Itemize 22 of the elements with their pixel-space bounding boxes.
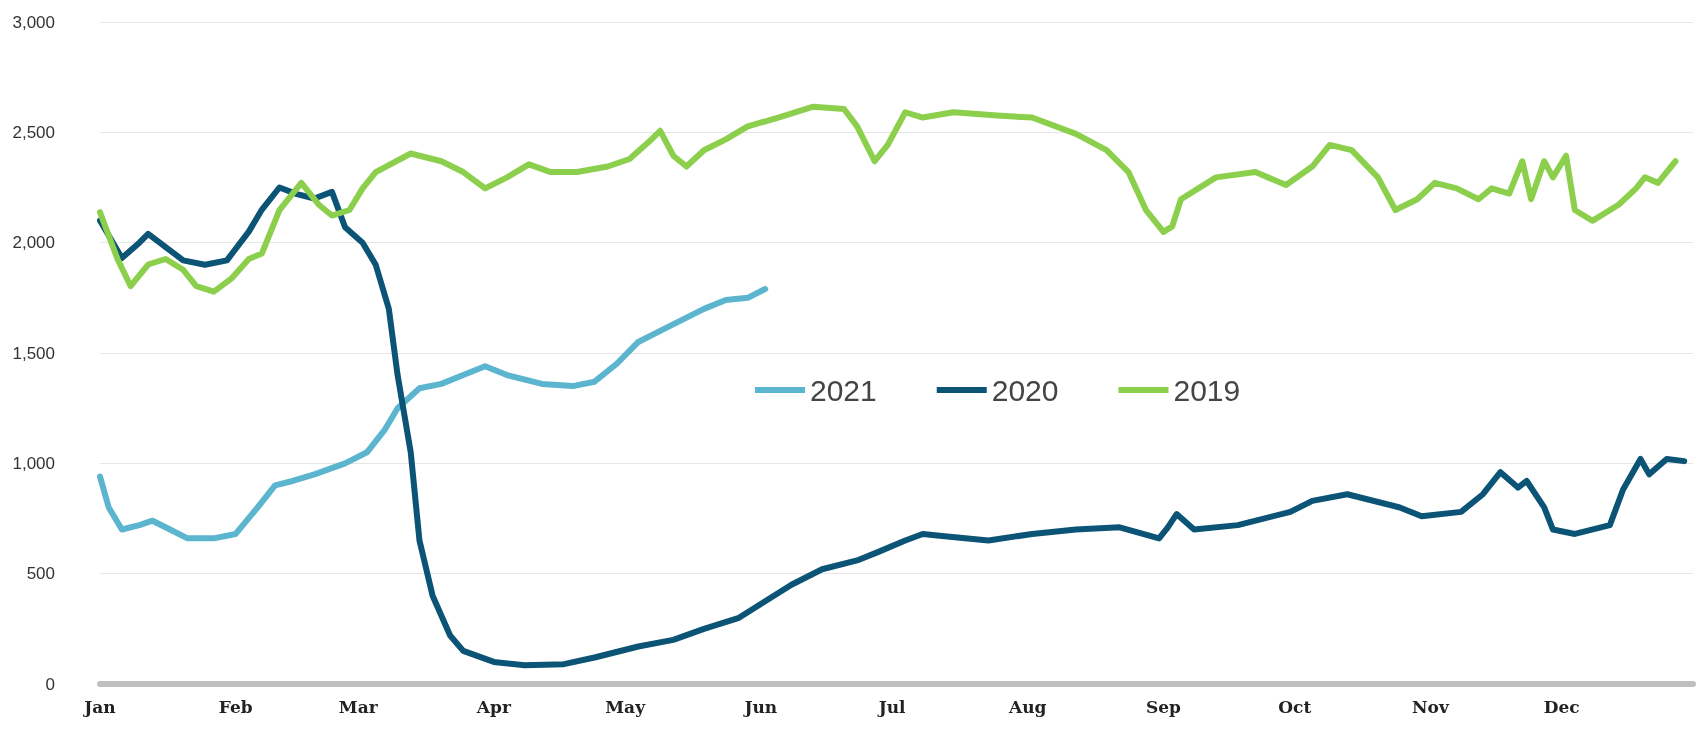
x-tick-label: Jun [742, 696, 778, 717]
y-tick-label: 0 [45, 674, 55, 694]
y-tick-label: 2,000 [12, 233, 55, 253]
x-tick-label: Jan [82, 696, 116, 717]
legend-label: 2020 [991, 373, 1059, 407]
x-tick-label: Apr [475, 696, 512, 717]
y-tick-label: 3,000 [12, 12, 55, 32]
x-tick-label: Oct [1278, 696, 1312, 717]
y-tick-label: 500 [26, 564, 55, 584]
x-tick-label: May [605, 696, 647, 717]
x-tick-label: Mar [338, 696, 379, 717]
x-tick-label: Sep [1145, 696, 1182, 717]
legend-label: 2019 [1173, 373, 1241, 407]
y-tick-label: 2,500 [12, 122, 55, 142]
legend-label: 2021 [810, 373, 877, 407]
x-tick-label: Dec [1543, 696, 1580, 717]
x-tick-label: Aug [1008, 696, 1047, 717]
y-tick-label: 1,000 [12, 453, 55, 473]
x-tick-label: Jul [876, 696, 907, 717]
x-tick-label: Nov [1412, 696, 1450, 717]
x-tick-label: Feb [218, 696, 253, 717]
y-tick-label: 1,500 [12, 343, 55, 363]
